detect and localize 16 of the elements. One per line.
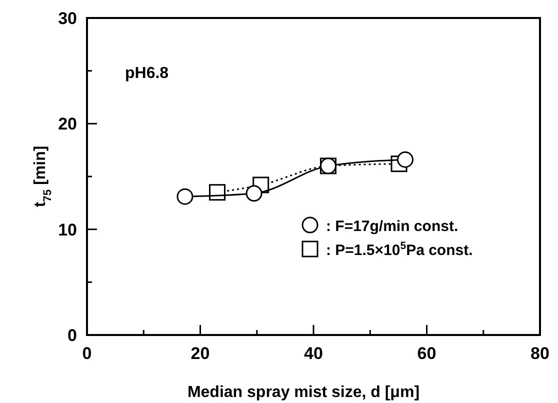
x-tick-label: 40 — [304, 344, 323, 363]
point — [246, 185, 262, 202]
y-tick-label: 10 — [58, 220, 77, 240]
x-tick-label: 60 — [417, 344, 436, 363]
x-tick-label: 20 — [190, 344, 210, 363]
x-tick-label: 80 — [530, 344, 550, 363]
y-tick-label: 0 — [68, 326, 77, 345]
y-tick-label: 20 — [58, 114, 77, 134]
annotation: pH6.8 — [125, 65, 169, 82]
point — [396, 151, 414, 168]
x-axis-title: Median spray mist size, d [μm] — [187, 384, 420, 401]
legend-label: : F=17g/min const. — [326, 218, 458, 235]
y-tick-label: 30 — [58, 9, 77, 28]
point — [176, 188, 194, 205]
legend-label: : P=1.5×10$^{5}$Pa const. — [326, 240, 473, 259]
x-tick-label: 0 — [82, 344, 92, 363]
